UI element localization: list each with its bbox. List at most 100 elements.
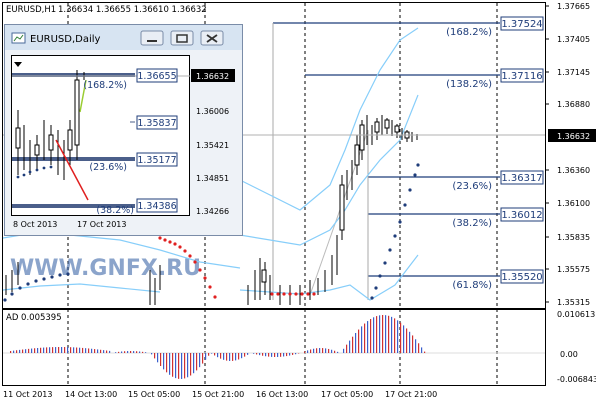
histogram-bar (52, 347, 54, 353)
daily-time-axis: 8 Oct 2013 17 Oct 2013 (13, 220, 126, 229)
current-price-marker (548, 129, 596, 142)
histogram-bar (193, 353, 195, 374)
svg-text:1.36006: 1.36006 (196, 107, 229, 116)
histogram-bar (316, 348, 318, 353)
histogram-bar (58, 347, 60, 353)
histogram-bar (412, 335, 414, 353)
svg-text:(23.6%): (23.6%) (452, 181, 492, 192)
histogram-bar (115, 352, 117, 353)
close-button[interactable] (200, 30, 224, 46)
symbol-title: EURUSD,H1 (6, 5, 56, 15)
fib-label-2: (23.6%) 1.36317 (452, 170, 544, 192)
histogram-bar (289, 353, 291, 356)
svg-text:1.36632: 1.36632 (196, 72, 229, 81)
histogram-bar (73, 347, 75, 353)
histogram-bar (190, 353, 192, 376)
daily-window-title: EURUSD,Daily (30, 34, 101, 45)
histogram-bar (121, 351, 123, 353)
histogram-bar (256, 353, 258, 355)
histogram-bar (322, 348, 324, 353)
histogram-bar (202, 353, 204, 364)
daily-fib-label-3: 1.34386 (38.2%) (96, 198, 178, 216)
svg-text:1.37145: 1.37145 (557, 68, 590, 77)
histogram-bar (214, 353, 216, 356)
histogram-bar (262, 353, 264, 356)
svg-text:17 Oct 05:00: 17 Oct 05:00 (321, 390, 373, 399)
histogram-bar (175, 353, 177, 379)
histogram-bar (385, 315, 387, 353)
histogram-bar (373, 317, 375, 353)
histogram-bar (154, 353, 156, 359)
histogram-bar (109, 350, 111, 353)
histogram-bar (223, 353, 225, 360)
histogram-bar (37, 347, 39, 353)
histogram-bar (28, 348, 30, 353)
histogram-bar (349, 340, 351, 353)
svg-text:17 Oct 2013: 17 Oct 2013 (77, 220, 126, 229)
histogram-bar (157, 353, 159, 363)
histogram-bar (187, 353, 189, 378)
fib-label-0: (168.2%) 1.37524 (446, 16, 544, 38)
histogram-bar (13, 350, 15, 353)
histogram-bar (205, 353, 207, 360)
fib-label-4: (61.8%) 1.35520 (452, 269, 544, 291)
svg-text:1.35520: 1.35520 (501, 272, 542, 283)
histogram-bar (277, 353, 279, 357)
histogram-bar (172, 353, 174, 377)
daily-fib-label-0: 1.36655 (168.2%) (83, 68, 178, 91)
histogram-bar (76, 347, 78, 353)
svg-text:14 Oct 13:00: 14 Oct 13:00 (65, 390, 117, 399)
histogram-bar (244, 353, 246, 357)
svg-text:(138.2%): (138.2%) (446, 79, 492, 90)
maximize-button[interactable] (170, 30, 194, 46)
fib-levels (273, 22, 500, 277)
svg-text:1.37665: 1.37665 (557, 2, 590, 11)
histogram-bar (79, 347, 81, 353)
daily-fib-label-2: 1.35177 (23.6%) (89, 152, 178, 173)
svg-text:15 Oct 21:00: 15 Oct 21:00 (192, 390, 244, 399)
histogram-bar (229, 353, 231, 361)
histogram-bar (142, 351, 144, 353)
histogram-bar (217, 353, 219, 358)
svg-text:1.36100: 1.36100 (557, 199, 590, 208)
daily-chart-window[interactable]: EURUSD,Daily (4, 24, 243, 236)
histogram-bar (310, 349, 312, 353)
histogram-bar (61, 347, 63, 353)
svg-text:1.35575: 1.35575 (557, 265, 590, 274)
histogram-bar (397, 320, 399, 353)
histogram-bar (55, 347, 57, 353)
histogram-bar (319, 348, 321, 353)
histogram-bar (379, 315, 381, 353)
svg-text:1.37524: 1.37524 (501, 19, 542, 30)
histogram-bar (370, 318, 372, 353)
histogram-bar (400, 322, 402, 353)
svg-text:(38.2%): (38.2%) (96, 205, 134, 216)
histogram-bar (328, 348, 330, 353)
minimize-button[interactable] (140, 30, 164, 46)
daily-red-line (55, 139, 89, 201)
histogram-bar (268, 353, 270, 357)
histogram-bar (286, 353, 288, 357)
bollinger-bands (2, 27, 419, 301)
histogram-bar (394, 318, 396, 353)
histogram-bar (22, 349, 24, 353)
histogram-bar (19, 349, 21, 353)
indicator-axis: 0.010613 0.00 -0.006843 (557, 310, 596, 384)
histogram-bar (424, 351, 426, 353)
histogram-bar (364, 323, 366, 353)
histogram-bar (280, 353, 282, 357)
histogram-bar (325, 348, 327, 353)
histogram-bar (355, 332, 357, 353)
svg-text:1.35177: 1.35177 (137, 155, 176, 166)
daily-green-line (79, 79, 87, 113)
histogram-bar (70, 347, 72, 353)
histogram-bar (94, 349, 96, 353)
histogram-bar (124, 351, 126, 353)
svg-text:0.00: 0.00 (560, 350, 578, 359)
svg-text:1.36655: 1.36655 (137, 71, 176, 82)
histogram-bar (361, 326, 363, 353)
svg-text:1.34386: 1.34386 (137, 201, 176, 212)
svg-text:-0.006843: -0.006843 (557, 375, 596, 384)
histogram-bar (184, 353, 186, 379)
